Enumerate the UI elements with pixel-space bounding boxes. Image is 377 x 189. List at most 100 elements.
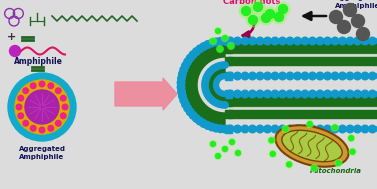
Circle shape <box>180 66 187 74</box>
Bar <box>228 110 377 118</box>
Circle shape <box>271 90 279 98</box>
Circle shape <box>249 90 256 98</box>
Circle shape <box>249 37 256 45</box>
Circle shape <box>248 15 257 25</box>
Circle shape <box>346 37 354 45</box>
Circle shape <box>361 37 369 45</box>
Circle shape <box>23 120 29 126</box>
Circle shape <box>227 43 234 50</box>
Circle shape <box>196 117 204 125</box>
Circle shape <box>369 125 376 133</box>
Circle shape <box>271 37 279 45</box>
Circle shape <box>279 90 286 98</box>
Circle shape <box>331 37 339 45</box>
Circle shape <box>216 29 221 33</box>
Circle shape <box>214 100 220 107</box>
Circle shape <box>203 88 209 95</box>
Circle shape <box>211 99 218 105</box>
Circle shape <box>301 72 309 80</box>
Circle shape <box>16 104 22 110</box>
Circle shape <box>286 72 294 80</box>
Circle shape <box>179 92 186 100</box>
Circle shape <box>221 125 229 133</box>
Circle shape <box>222 91 227 97</box>
Circle shape <box>279 125 286 133</box>
Circle shape <box>349 148 356 155</box>
Circle shape <box>182 101 189 108</box>
Circle shape <box>222 36 227 40</box>
Circle shape <box>324 125 331 133</box>
Circle shape <box>207 95 214 102</box>
Circle shape <box>55 88 61 94</box>
Circle shape <box>256 90 264 98</box>
Circle shape <box>329 11 342 23</box>
Bar <box>225 57 232 65</box>
Circle shape <box>214 79 219 84</box>
Circle shape <box>18 113 23 119</box>
Circle shape <box>186 108 194 116</box>
Circle shape <box>301 125 309 133</box>
Circle shape <box>306 121 313 128</box>
Circle shape <box>339 90 346 98</box>
Circle shape <box>219 62 225 68</box>
Circle shape <box>31 125 36 131</box>
Circle shape <box>307 122 312 126</box>
Circle shape <box>282 125 289 132</box>
Circle shape <box>48 125 54 131</box>
Circle shape <box>346 125 354 133</box>
FancyArrow shape <box>115 78 177 110</box>
Circle shape <box>242 6 250 15</box>
Circle shape <box>60 113 66 119</box>
Circle shape <box>210 39 216 43</box>
Circle shape <box>218 91 223 95</box>
Circle shape <box>350 149 355 154</box>
Circle shape <box>202 78 208 84</box>
Text: Carbon dots: Carbon dots <box>223 0 281 6</box>
Circle shape <box>312 166 317 170</box>
Bar <box>228 107 377 111</box>
Circle shape <box>241 72 249 80</box>
Circle shape <box>215 153 222 160</box>
Circle shape <box>339 125 346 133</box>
Circle shape <box>193 48 200 55</box>
Circle shape <box>234 37 241 45</box>
Circle shape <box>226 72 234 80</box>
Circle shape <box>279 72 286 80</box>
Circle shape <box>186 54 194 62</box>
Circle shape <box>213 81 219 86</box>
Ellipse shape <box>282 130 342 162</box>
Circle shape <box>316 72 324 80</box>
Circle shape <box>18 95 23 101</box>
Circle shape <box>272 10 286 24</box>
Circle shape <box>301 37 309 45</box>
Circle shape <box>15 80 69 134</box>
Circle shape <box>268 137 275 144</box>
Circle shape <box>309 72 316 80</box>
Circle shape <box>62 104 68 110</box>
Circle shape <box>214 64 220 70</box>
Circle shape <box>234 125 241 133</box>
Circle shape <box>210 142 216 146</box>
Circle shape <box>222 62 228 68</box>
Circle shape <box>335 160 342 167</box>
Circle shape <box>294 72 301 80</box>
Circle shape <box>376 125 377 133</box>
Circle shape <box>202 81 208 87</box>
Ellipse shape <box>276 125 349 167</box>
Circle shape <box>177 79 185 87</box>
Circle shape <box>316 37 324 45</box>
Circle shape <box>324 37 331 45</box>
Circle shape <box>189 112 197 119</box>
Circle shape <box>331 72 339 80</box>
Circle shape <box>208 39 216 47</box>
Circle shape <box>274 12 284 22</box>
Circle shape <box>216 46 224 53</box>
Circle shape <box>269 138 274 143</box>
Circle shape <box>182 62 189 69</box>
Circle shape <box>226 125 234 133</box>
Circle shape <box>331 125 339 133</box>
Circle shape <box>241 125 249 133</box>
Circle shape <box>222 146 228 153</box>
Bar <box>228 54 377 58</box>
Circle shape <box>216 76 222 81</box>
